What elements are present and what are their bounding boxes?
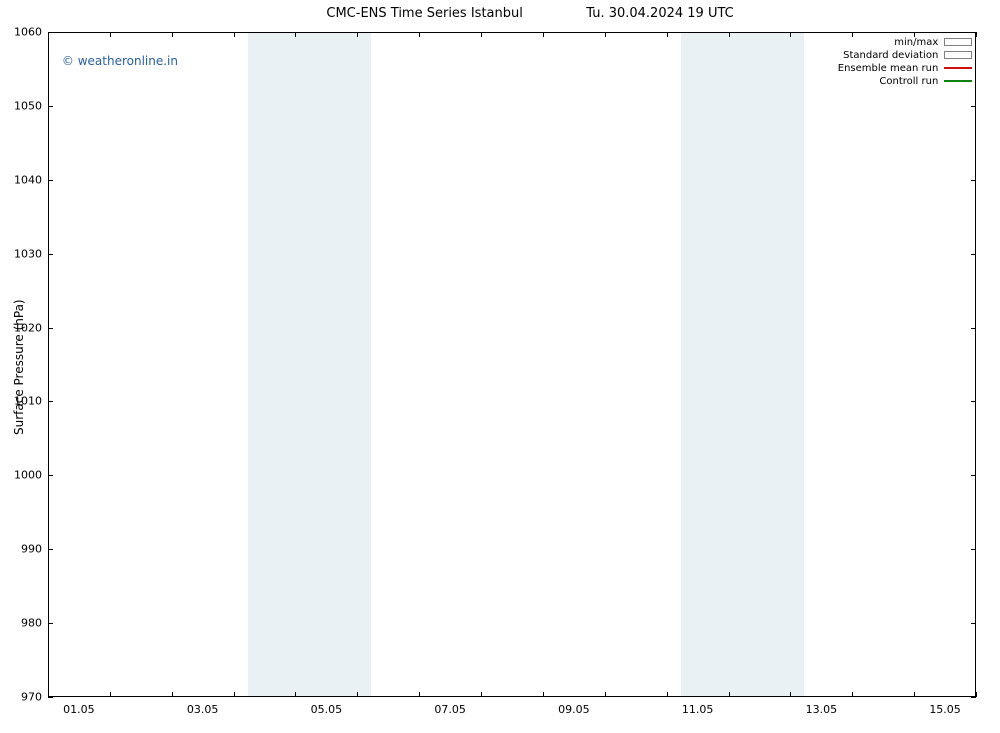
legend-line: [944, 67, 972, 69]
xtick-mark: [914, 692, 915, 697]
xtick-label: 05.05: [311, 703, 343, 716]
legend-row: min/max: [838, 36, 973, 49]
legend-row: Controll run: [838, 75, 973, 88]
ytick-mark: [971, 401, 976, 402]
legend-label: Standard deviation: [843, 50, 938, 61]
xtick-mark: [790, 692, 791, 697]
xtick-mark: [543, 32, 544, 37]
legend: min/max Standard deviation Ensemble mean r…: [838, 36, 973, 88]
ytick-mark: [971, 106, 976, 107]
xtick-mark: [667, 32, 668, 37]
xtick-label: 01.05: [63, 703, 95, 716]
xtick-mark: [295, 692, 296, 697]
xtick-mark: [976, 32, 977, 37]
ytick-mark: [48, 401, 53, 402]
legend-swatch: [944, 51, 972, 59]
xtick-mark: [976, 692, 977, 697]
legend-line: [944, 80, 972, 82]
ytick-label: 1050: [2, 99, 42, 112]
ytick-label: 1000: [2, 469, 42, 482]
xtick-mark: [48, 32, 49, 37]
xtick-mark: [729, 692, 730, 697]
ytick-mark: [48, 106, 53, 107]
ytick-mark: [48, 475, 53, 476]
ytick-mark: [971, 697, 976, 698]
y-axis-label: Surface Pressure (hPa): [12, 299, 26, 435]
xtick-mark: [48, 692, 49, 697]
xtick-mark: [234, 692, 235, 697]
xtick-mark: [481, 692, 482, 697]
xtick-mark: [110, 692, 111, 697]
xtick-mark: [543, 692, 544, 697]
ytick-label: 1060: [2, 26, 42, 39]
xtick-label: 15.05: [929, 703, 961, 716]
legend-label: Controll run: [879, 76, 938, 87]
xtick-mark: [419, 32, 420, 37]
xtick-mark: [357, 692, 358, 697]
chart-title-right: Tu. 30.04.2024 19 UTC: [586, 6, 733, 21]
xtick-label: 07.05: [434, 703, 466, 716]
xtick-mark: [667, 692, 668, 697]
ytick-mark: [48, 180, 53, 181]
ytick-label: 1040: [2, 173, 42, 186]
xtick-label: 03.05: [187, 703, 219, 716]
weekend-shade: [681, 33, 805, 696]
ytick-label: 980: [2, 617, 42, 630]
xtick-mark: [172, 32, 173, 37]
ytick-mark: [971, 254, 976, 255]
ytick-mark: [48, 254, 53, 255]
ytick-mark: [48, 697, 53, 698]
xtick-mark: [295, 32, 296, 37]
ytick-mark: [48, 328, 53, 329]
xtick-label: 11.05: [682, 703, 714, 716]
ytick-label: 990: [2, 543, 42, 556]
ytick-mark: [48, 549, 53, 550]
ytick-mark: [971, 328, 976, 329]
xtick-mark: [605, 692, 606, 697]
weekend-shade: [248, 33, 372, 696]
xtick-mark: [172, 692, 173, 697]
xtick-mark: [110, 32, 111, 37]
xtick-mark: [234, 32, 235, 37]
xtick-mark: [729, 32, 730, 37]
xtick-label: 13.05: [806, 703, 838, 716]
xtick-label: 09.05: [558, 703, 590, 716]
legend-swatch: [944, 38, 972, 46]
xtick-mark: [852, 692, 853, 697]
legend-label: min/max: [894, 37, 938, 48]
ytick-label: 970: [2, 691, 42, 704]
ytick-mark: [48, 623, 53, 624]
ytick-mark: [971, 549, 976, 550]
ytick-label: 1030: [2, 247, 42, 260]
xtick-mark: [481, 32, 482, 37]
xtick-mark: [605, 32, 606, 37]
xtick-mark: [357, 32, 358, 37]
ytick-mark: [971, 475, 976, 476]
legend-row: Ensemble mean run: [838, 62, 973, 75]
chart-title-left: CMC-ENS Time Series Istanbul: [326, 6, 522, 21]
xtick-mark: [790, 32, 791, 37]
legend-row: Standard deviation: [838, 49, 973, 62]
ytick-mark: [971, 180, 976, 181]
legend-label: Ensemble mean run: [838, 63, 939, 74]
xtick-mark: [419, 692, 420, 697]
ytick-mark: [971, 623, 976, 624]
plot-area: [48, 32, 976, 697]
watermark: © weatheronline.in: [62, 54, 178, 68]
